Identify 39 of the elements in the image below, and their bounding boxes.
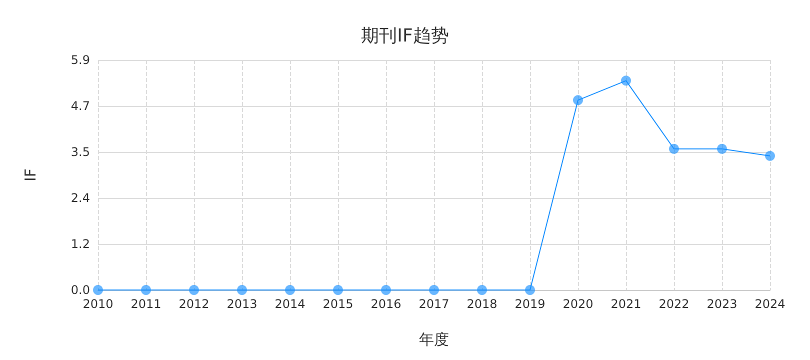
- x-tick-label: 2015: [322, 297, 354, 311]
- point: [765, 150, 775, 161]
- x-axis-title: 年度: [419, 330, 449, 348]
- x-tick-label: 2023: [706, 297, 738, 311]
- y-tick-label: 3.5: [70, 145, 90, 159]
- point: [381, 285, 391, 295]
- point: [189, 285, 199, 295]
- point: [285, 285, 295, 295]
- chart-title: 期刊IF趋势: [361, 26, 449, 46]
- x-tick-label: 2019: [514, 297, 546, 311]
- y-tick-label: 5.9: [70, 53, 90, 67]
- x-tick-label: 2014: [274, 297, 306, 311]
- x-tick-label: 2021: [610, 297, 642, 311]
- point: [333, 285, 343, 295]
- point: [237, 285, 247, 295]
- y-tick-label: 2.4: [70, 191, 90, 205]
- x-tick-label: 2024: [754, 297, 786, 311]
- x-tick-label: 2017: [418, 297, 450, 311]
- point: [93, 285, 103, 295]
- point: [717, 144, 727, 154]
- point: [573, 95, 583, 106]
- point: [429, 285, 439, 295]
- x-tick-label: 2020: [562, 297, 594, 311]
- x-tick-label: 2016: [370, 297, 402, 311]
- x-tick-label: 2013: [226, 297, 258, 311]
- x-tick-label: 2012: [178, 297, 210, 311]
- point: [669, 144, 679, 154]
- point: [525, 285, 535, 295]
- x-tick-label: 2022: [658, 297, 690, 311]
- point: [621, 76, 631, 86]
- y-axis-title: IF: [22, 168, 40, 182]
- point: [477, 285, 487, 295]
- y-tick-label: 0.0: [70, 283, 90, 297]
- y-tick-label: 1.2: [70, 237, 90, 251]
- x-tick-label: 2010: [82, 297, 114, 311]
- point: [141, 285, 151, 295]
- x-tick-label: 2018: [466, 297, 498, 311]
- y-tick-label: 4.7: [70, 99, 90, 113]
- x-tick-label: 2011: [130, 297, 162, 311]
